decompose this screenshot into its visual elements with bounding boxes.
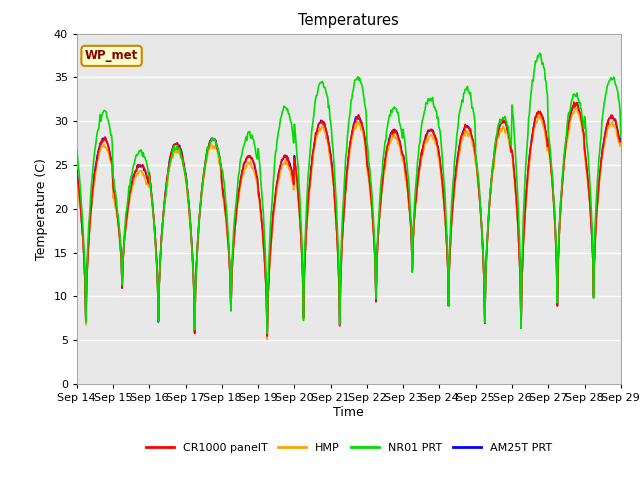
Legend: CR1000 panelT, HMP, NR01 PRT, AM25T PRT: CR1000 panelT, HMP, NR01 PRT, AM25T PRT xyxy=(141,439,556,457)
Title: Temperatures: Temperatures xyxy=(298,13,399,28)
Y-axis label: Temperature (C): Temperature (C) xyxy=(35,158,48,260)
Text: WP_met: WP_met xyxy=(85,49,138,62)
X-axis label: Time: Time xyxy=(333,406,364,419)
